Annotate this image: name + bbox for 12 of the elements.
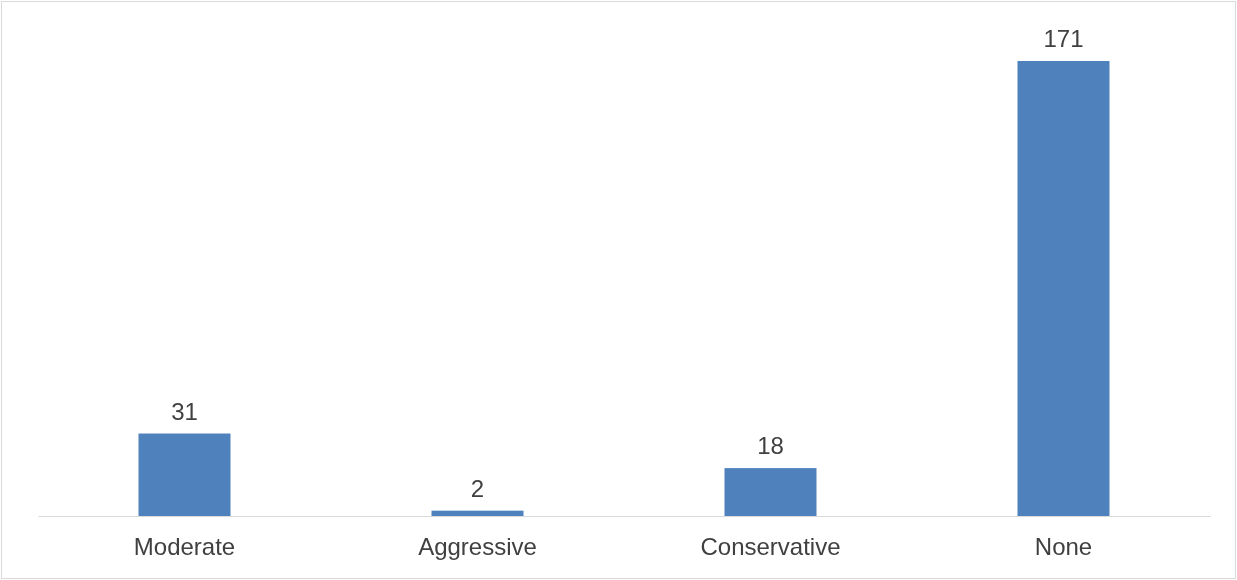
data-label: 2 [470,474,485,502]
x-tick-label: Conservative [700,533,841,561]
bar [431,510,524,516]
bar [1017,61,1110,516]
bar [138,433,231,516]
x-tick-label: Aggressive [418,533,537,561]
x-tick-label: Moderate [133,533,236,561]
data-label: 171 [1043,25,1084,52]
data-label: 31 [171,397,198,425]
bar [724,468,817,516]
x-tick-label: None [1034,533,1093,561]
data-label: 18 [757,432,784,460]
